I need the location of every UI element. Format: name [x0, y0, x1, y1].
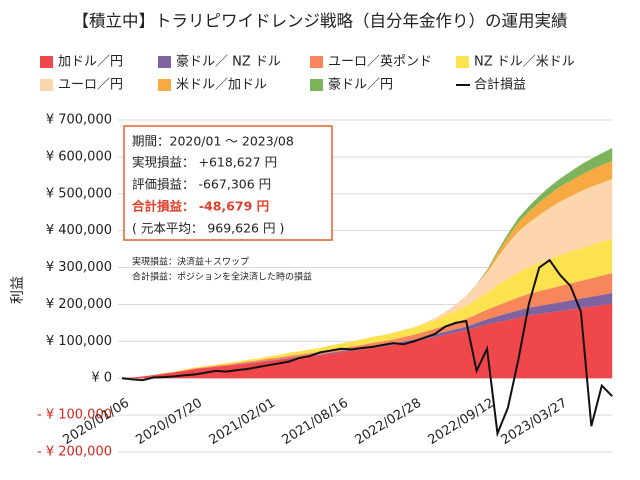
area	[122, 303, 613, 379]
chart-title: 【積立中】トラリピワイドレンジ戦略（自分年金作り）の運用実績	[73, 12, 568, 31]
plot-area	[118, 119, 613, 453]
y-tick-label: ¥ 300,000	[46, 260, 112, 275]
note: 実現損益：決済益＋スワップ	[132, 256, 249, 268]
legend-swatch	[40, 79, 53, 91]
legend-label: 加ドル／円	[58, 55, 123, 70]
annotation: 評価損益： -667,306 円	[132, 177, 271, 192]
x-tick-label: 2022/02/28	[353, 396, 424, 448]
y-tick-label: ¥ 700,000	[46, 113, 112, 128]
x-tick-label: 2022/09/12	[426, 396, 497, 448]
annotation: 期間：2020/01 〜 2023/08	[132, 134, 294, 149]
y-tick-label: ¥ 600,000	[46, 149, 112, 164]
y-tick-label: ¥ 100,000	[46, 334, 112, 349]
legend-swatch	[158, 56, 171, 68]
legend-label: NZ ドル／米ドル	[474, 55, 575, 70]
legend-label: ユーロ／円	[58, 78, 123, 93]
y-tick-label: ¥ 200,000	[46, 297, 112, 312]
legend-swatch	[310, 56, 323, 68]
y-tick-label: ¥ 0	[91, 371, 112, 386]
legend-swatch	[456, 56, 469, 68]
legend-label: 米ドル／加ドル	[176, 78, 267, 93]
legend-swatch	[40, 56, 53, 68]
y-axis-title: 利益	[10, 276, 26, 304]
note: 合計損益：ポジションを全決済した時の損益	[132, 271, 312, 283]
x-tick-label: 2020/07/20	[133, 396, 204, 448]
annotation: ( 元本平均： 969,626 円 )	[132, 221, 284, 236]
annotation: 合計損益： -48,679 円	[132, 199, 269, 214]
y-tick-label: ¥ 400,000	[46, 223, 112, 238]
line	[121, 258, 613, 438]
x-tick-label: 2021/02/01	[206, 396, 277, 448]
y-tick-label: - ¥ 200,000	[37, 445, 112, 460]
summary-box	[123, 125, 333, 241]
y-tick-label: ¥ 500,000	[46, 186, 112, 201]
legend-label: 合計損益	[474, 77, 526, 93]
legend-label: ユーロ／英ポンド	[328, 55, 432, 70]
legend-swatch	[158, 79, 171, 91]
legend-swatch	[310, 79, 323, 91]
legend-label: 豪ドル／ NZ ドル	[176, 54, 281, 70]
y-tick-label: - ¥ 100,000	[37, 408, 112, 423]
legend-label: 豪ドル／円	[328, 77, 393, 93]
annotation: 実現損益： +618,627 円	[132, 155, 277, 170]
x-tick-label: 2021/08/16	[280, 396, 351, 448]
